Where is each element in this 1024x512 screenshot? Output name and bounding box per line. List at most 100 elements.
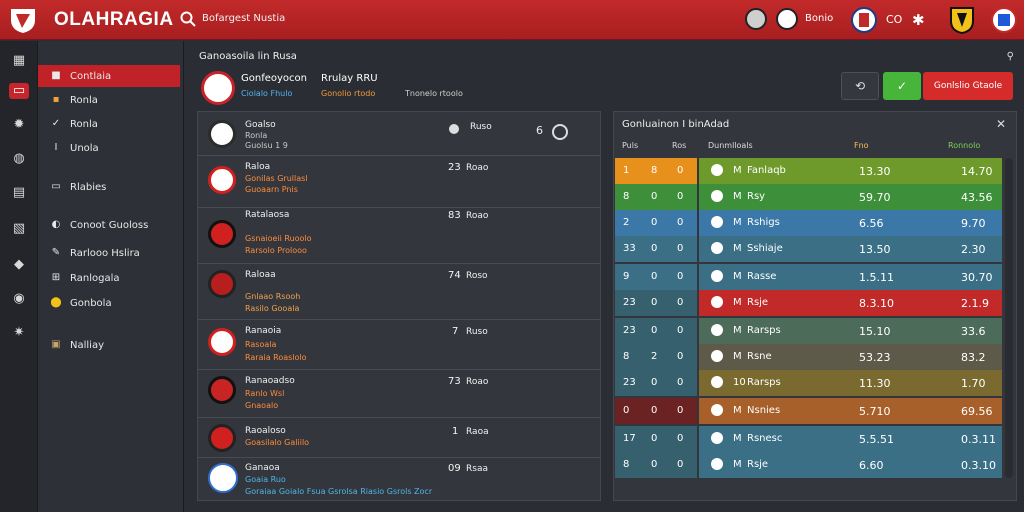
table-cell: 5.710 — [859, 405, 891, 418]
sidebar-item-0[interactable]: ■ Contlaia — [38, 65, 180, 87]
team-logo-icon — [208, 424, 236, 452]
team-name: Rasse — [747, 271, 777, 282]
match-name: Ranaoia — [245, 326, 282, 336]
row-team-block: M Sshiaje 13.50 2.30 — [699, 236, 1002, 262]
table-row[interactable]: 33 0 0 M Sshiaje 13.50 2.30 — [614, 236, 1002, 262]
close-icon[interactable]: ✕ — [995, 117, 1006, 131]
sidebar-item-3[interactable]: I Unola — [38, 137, 180, 159]
table-cell: 2 — [623, 217, 630, 228]
table-cell: 15.10 — [859, 325, 891, 338]
table-cell: 5.5.51 — [859, 433, 894, 446]
table-cell: 33.6 — [961, 325, 986, 338]
list-item[interactable]: Ranaoia Rasoala Raraia Roaslolo 7 Ruso — [198, 320, 600, 370]
list-item[interactable]: Goalso Ronla Guolsu 1 9 Ruso 6 — [198, 112, 600, 156]
match-extra: Rsaa — [466, 464, 488, 474]
header-col3-subtitle: Tnonelo rtoolo — [405, 89, 463, 98]
sidebar-item-6[interactable]: ✎ Rarlooo Hslira — [38, 242, 180, 264]
search-icon[interactable] — [180, 11, 196, 27]
table-cell: 0 — [651, 433, 658, 444]
list-item[interactable]: Raloaa Gnlaao Rsooh Rasilo Gooala 74 Ros… — [198, 264, 600, 320]
table-row[interactable]: 17 0 0 M Rsnesc 5.5.51 0.3.11 — [614, 426, 1002, 452]
team-crest-icon — [711, 432, 723, 444]
table-row[interactable]: 23 0 0 M Rarsps 15.10 33.6 — [614, 318, 1002, 344]
table-row[interactable]: 8 0 0 M Rsje 6.60 0.3.10 — [614, 452, 1002, 478]
row-team-block: M Rsne 53.23 83.2 — [699, 344, 1002, 370]
table-row[interactable]: 23 0 0 M Rsje 8.3.10 2.1.9 — [614, 290, 1002, 316]
book-icon[interactable]: ▤ — [12, 185, 26, 200]
settings-icon[interactable]: ✷ — [13, 325, 25, 340]
sidebar-item-2[interactable]: ✓ Ronla — [38, 113, 180, 135]
club-badge-icon[interactable] — [990, 5, 1018, 35]
sidebar-item-icon: I — [54, 142, 58, 153]
sidebar-item-9[interactable]: ▣ Nalliay — [38, 334, 180, 356]
gear-icon[interactable]: ✹ — [13, 117, 25, 132]
table-row[interactable]: 8 2 0 M Rsne 53.23 83.2 — [614, 344, 1002, 370]
match-score: 6 — [536, 124, 543, 137]
sidebar-item-label: Ranlogala — [70, 272, 120, 284]
table-cell: 0 — [651, 217, 658, 228]
table-row[interactable]: 9 0 0 M Rasse 1.5.11 30.70 — [614, 264, 1002, 290]
table-cell: 13.50 — [859, 243, 891, 256]
sidebar-item-4[interactable]: ▭ Rlabies — [38, 176, 180, 198]
team-subtitle: Ciolalo Fhulo — [241, 89, 293, 98]
row-team-block: M Fanlaqb 13.30 14.70 — [699, 158, 1002, 184]
table-row[interactable]: 23 0 0 10 Rarsps 11.30 1.70 — [614, 370, 1002, 396]
list-item[interactable]: Ratalaosa Gsnaioeii Ruoolo Rarsolo Prolo… — [198, 208, 600, 264]
brand-logo-icon[interactable] — [8, 6, 38, 34]
row-stats-block: 8 2 0 — [615, 344, 697, 370]
refresh-button[interactable]: ⟲ — [841, 72, 879, 100]
user-label[interactable]: Bonio — [805, 13, 834, 24]
sidebar-item-label: Rlabies — [70, 181, 107, 193]
chart-icon[interactable]: ▧ — [12, 221, 26, 236]
match-name: Goalso — [245, 120, 276, 130]
list-item[interactable]: Ganaoa Goaia Ruo Goraiaa Goialo Fsua Gsr… — [198, 458, 600, 500]
sidebar-item-8[interactable]: ⬤ Gonbola — [38, 292, 180, 314]
action-button[interactable]: Gonlslio Gtaole — [923, 72, 1013, 100]
search-icon[interactable]: ⚲ — [1006, 51, 1014, 62]
search-input[interactable]: Bofargest Nustia — [202, 13, 286, 24]
table-cell: M — [733, 405, 742, 416]
match-extra: Roso — [466, 271, 488, 281]
col-header: Dunmlloals — [708, 141, 753, 150]
table-cell: 0 — [651, 191, 658, 202]
sidebar-item-icon: ■ — [51, 70, 61, 81]
table-row[interactable]: 0 0 0 M Nsnies 5.710 69.56 — [614, 398, 1002, 424]
confirm-button[interactable]: ✓ — [883, 72, 921, 100]
table-cell: 0 — [651, 405, 658, 416]
gear-icon[interactable]: ✱ — [912, 11, 925, 29]
sidebar-item-5[interactable]: ◐ Conoot Guoloss — [38, 214, 180, 236]
table-cell: 0 — [677, 165, 684, 176]
scrollbar[interactable] — [1005, 158, 1013, 478]
row-team-block: M Rshigs 6.56 9.70 — [699, 210, 1002, 236]
table-row[interactable]: 8 0 0 M Rsy 59.70 43.56 — [614, 184, 1002, 210]
table-cell: 69.56 — [961, 405, 993, 418]
table-row[interactable]: 1 8 0 M Fanlaqb 13.30 14.70 — [614, 158, 1002, 184]
team-badge-icon[interactable] — [850, 5, 878, 35]
club-crest-icon[interactable] — [948, 5, 976, 35]
team-name: Rarsps — [747, 377, 781, 388]
shield-icon[interactable]: ◆ — [14, 257, 24, 272]
row-stats-block: 8 0 0 — [615, 452, 697, 478]
grid-icon[interactable]: ▦ — [12, 53, 26, 68]
table-cell: 43.56 — [961, 191, 993, 204]
header-col2-subtitle: Gonolio rtodo — [321, 89, 376, 98]
ball-icon[interactable]: ◉ — [13, 291, 25, 306]
user-avatar[interactable] — [745, 8, 767, 30]
table-cell: 8 — [623, 191, 630, 202]
team-crest-icon — [711, 458, 723, 470]
team-title: Gonfeoyocon — [241, 73, 307, 84]
profile-avatar[interactable] — [776, 8, 798, 30]
list-item[interactable]: Raloa Gonilas Grullasl Guoaarn Pnis 23 R… — [198, 156, 600, 208]
list-item[interactable]: Ranaoadso Ranlo Wsl Gnaoalo 73 Roao — [198, 370, 600, 418]
list-item[interactable]: Raoaloso Goasilalo Galiilo 1 Raoa — [198, 418, 600, 458]
match-sub: Guolsu 1 9 — [245, 141, 288, 150]
col-header: Ros — [672, 141, 687, 150]
globe-icon[interactable]: ◍ — [13, 151, 25, 166]
clock-icon[interactable] — [552, 124, 568, 140]
sidebar-item-1[interactable]: ▪ Ronla — [38, 89, 180, 111]
sidebar-item-7[interactable]: ⊞ Ranlogala — [38, 267, 180, 289]
table-cell: 9.70 — [961, 217, 986, 230]
team-crest-icon — [711, 270, 723, 282]
table-row[interactable]: 2 0 0 M Rshigs 6.56 9.70 — [614, 210, 1002, 236]
tv-icon[interactable]: ▭ — [9, 83, 29, 99]
